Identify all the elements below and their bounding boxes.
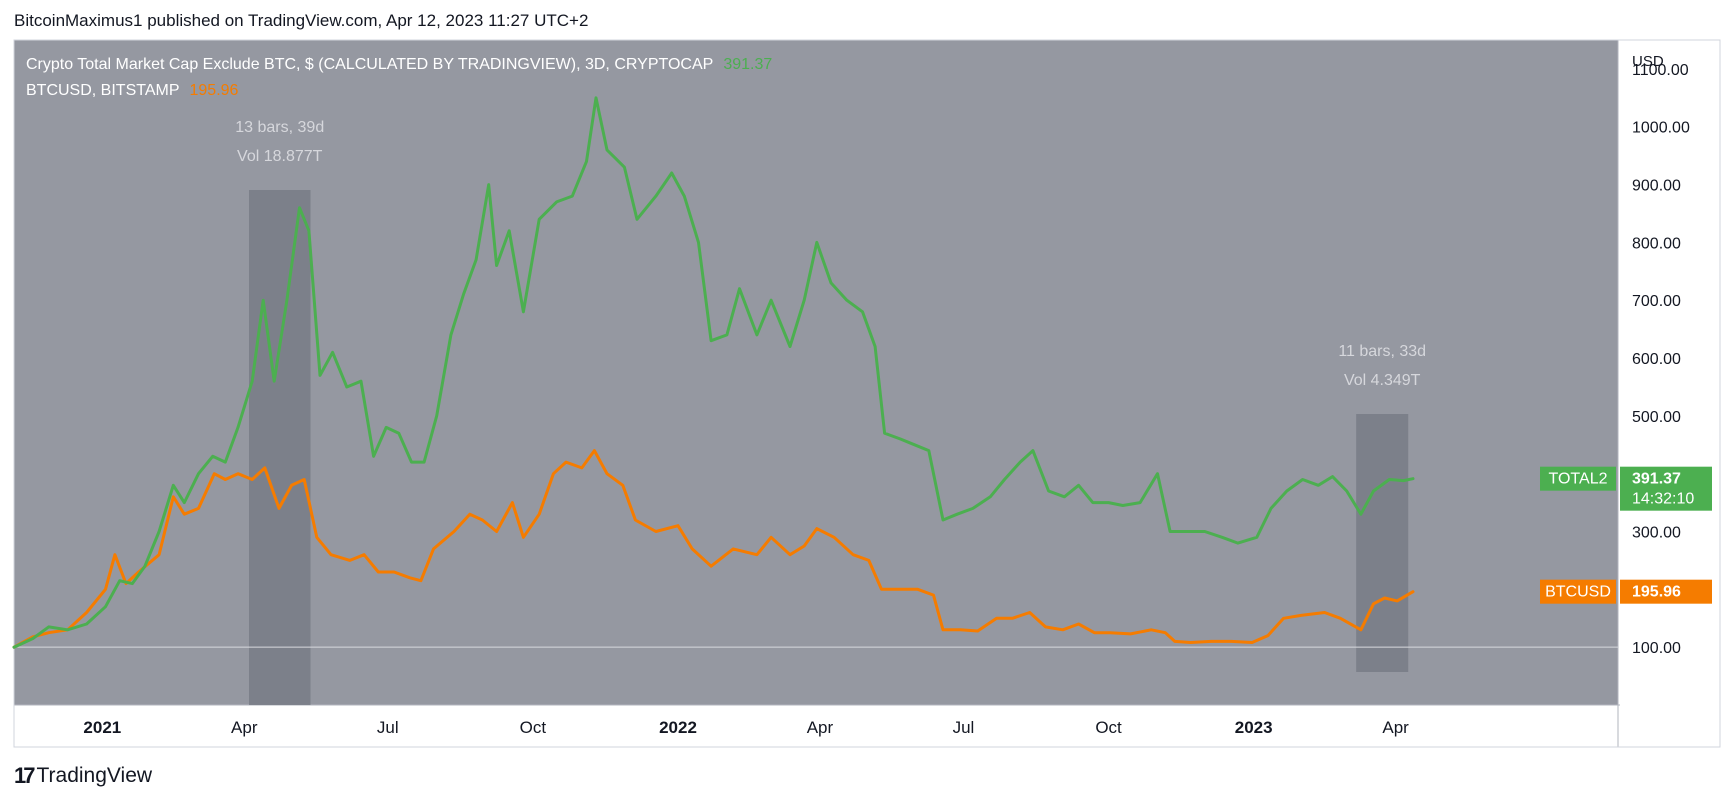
date-range-highlight[interactable] (1356, 414, 1409, 672)
y-tick-label: 800.00 (1632, 235, 1681, 252)
y-tick-label: 1100.00 (1632, 62, 1689, 79)
price-label-countdown: 14:32:10 (1632, 491, 1694, 508)
y-tick-label: 300.00 (1632, 525, 1681, 542)
date-range-bars-label: 13 bars, 39d (235, 119, 324, 136)
legend-total2-value: 391.37 (723, 56, 772, 73)
x-tick-label: 2023 (1235, 718, 1273, 737)
x-tick-label: Apr (807, 718, 834, 737)
footer-brand: TradingView (36, 764, 153, 787)
legend-line-2: BTCUSD, BITSTAMP 195.96 (26, 82, 239, 99)
y-tick-label: 700.00 (1632, 293, 1681, 310)
price-label-name: TOTAL2 (1549, 471, 1608, 488)
price-label-name-tag (1540, 466, 1616, 491)
price-scale-area[interactable] (1618, 40, 1720, 705)
price-chart[interactable]: 13 bars, 39d Vol 18.877T 11 bars, 33d Vol 4… (0, 0, 1734, 760)
x-tick-label: Apr (1382, 718, 1409, 737)
x-tick-label: 2022 (659, 718, 697, 737)
tradingview-logo-icon: 17 (14, 763, 36, 788)
series-line-btcusd (12, 449, 1415, 649)
x-tick-label: Jul (377, 718, 399, 737)
time-scale-area[interactable] (14, 705, 1618, 747)
price-label-value-tag (1620, 579, 1712, 604)
y-tick-label: 600.00 (1632, 351, 1681, 368)
publish-header: BitcoinMaximus1 published on TradingView… (14, 11, 589, 30)
date-range-volume-label: Vol 4.349T (1344, 372, 1421, 389)
price-label-name-tag (1540, 579, 1616, 604)
legend-total2-label: Crypto Total Market Cap Exclude BTC, $ (… (26, 56, 713, 73)
price-label-value: 391.37 (1632, 471, 1681, 488)
date-range-volume-label: Vol 18.877T (237, 148, 323, 165)
y-tick-label: 100.00 (1632, 640, 1681, 657)
date-range-highlight[interactable] (249, 190, 311, 705)
y-tick-label: 500.00 (1632, 409, 1681, 426)
price-scale-unit: USD (1632, 53, 1664, 70)
x-tick-label: 2021 (83, 718, 121, 737)
y-tick-label: 1000.00 (1632, 120, 1690, 137)
x-tick-label: Oct (520, 718, 547, 737)
legend-btcusd-value: 195.96 (190, 82, 239, 99)
legend-line-1: Crypto Total Market Cap Exclude BTC, $ (… (26, 56, 772, 73)
price-label-value-tag (1620, 466, 1712, 511)
x-tick-label: Oct (1095, 718, 1122, 737)
price-label-name: BTCUSD (1545, 584, 1611, 601)
legend-btcusd-label: BTCUSD, BITSTAMP (26, 82, 180, 99)
chart-frame (13, 39, 1721, 748)
y-tick-label: 900.00 (1632, 178, 1681, 195)
footer: 17 TradingView (14, 763, 152, 789)
series-line-total2 (12, 96, 1415, 649)
date-range-bars-label: 11 bars, 33d (1338, 343, 1426, 360)
x-tick-label: Apr (231, 718, 258, 737)
x-tick-label: Jul (953, 718, 975, 737)
price-label-value: 195.96 (1632, 584, 1681, 601)
